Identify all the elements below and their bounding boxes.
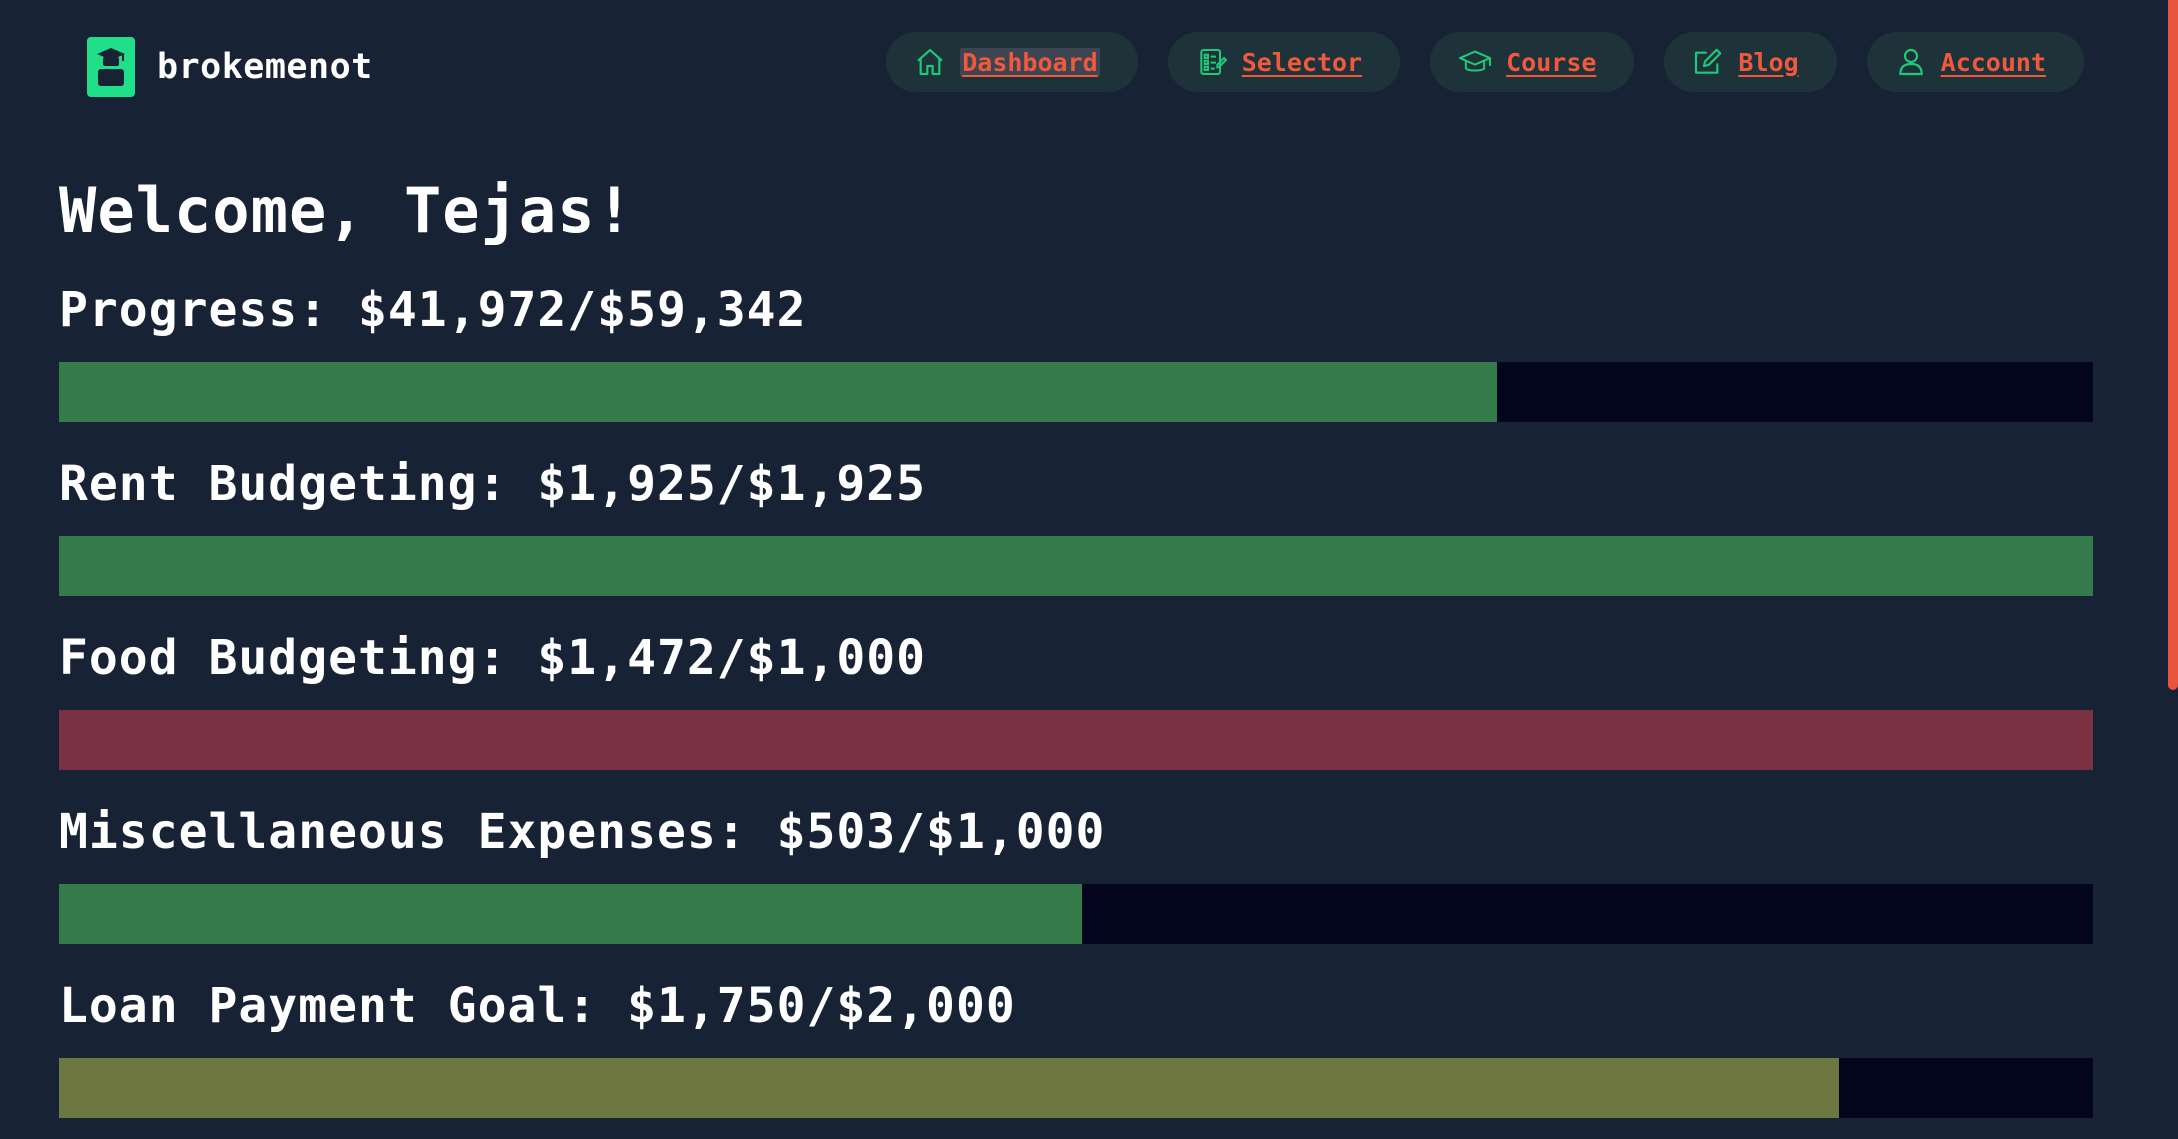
meter-fill [59, 362, 1498, 422]
food-budget-meter: Food Budgeting: $1,472/$1,000 [59, 628, 2093, 770]
nav-blog-label: Blog [1738, 47, 1799, 77]
meter-fill [59, 884, 1083, 944]
meter-label: Loan Payment Goal: $1,750/$2,000 [59, 978, 1016, 1034]
budget-meters: Progress: $41,972/$59,342 Rent Budgeting… [59, 280, 2093, 1118]
meter-track [59, 1058, 2093, 1118]
nav-selector[interactable]: Selector [1167, 32, 1401, 92]
meter-label: Food Budgeting: $1,472/$1,000 [59, 630, 927, 686]
home-icon [917, 48, 943, 76]
nav-dashboard-label: Dashboard [960, 47, 1100, 77]
graduation-cap-icon [1459, 50, 1492, 72]
meter-track [59, 710, 2093, 770]
misc-expenses-meter: Miscellaneous Expenses: $503/$1,000 [59, 802, 2093, 944]
nav-dashboard[interactable]: Dashboard [886, 32, 1138, 92]
dashboard-main: Welcome, Tejas! Progress: $41,972/$59,34… [59, 170, 2093, 1118]
graduate-logo-icon [87, 37, 135, 97]
loan-payment-meter: Loan Payment Goal: $1,750/$2,000 [59, 976, 2093, 1118]
meter-track [59, 884, 2093, 944]
edit-icon [1695, 48, 1722, 74]
meter-fill [59, 710, 2093, 770]
nav-blog[interactable]: Blog [1664, 32, 1837, 92]
meter-label: Progress: $41,972/$59,342 [59, 282, 807, 338]
brand-logo-link[interactable]: brokemenot [87, 37, 373, 97]
brand-name: brokemenot [157, 47, 373, 87]
nav-course[interactable]: Course [1430, 32, 1635, 92]
main-nav: Dashboard Selector Co [886, 32, 2084, 92]
progress-meter: Progress: $41,972/$59,342 [59, 280, 2093, 422]
nav-selector-label: Selector [1241, 47, 1363, 77]
meter-label: Miscellaneous Expenses: $503/$1,000 [59, 804, 1106, 860]
nav-account-label: Account [1940, 47, 2046, 77]
meter-fill [59, 1058, 1839, 1118]
meter-label: Rent Budgeting: $1,925/$1,925 [59, 456, 927, 512]
meter-track [59, 536, 2093, 596]
user-icon [1898, 48, 1923, 76]
scrollbar-thumb[interactable] [2168, 0, 2178, 690]
rent-budget-meter: Rent Budgeting: $1,925/$1,925 [59, 454, 2093, 596]
top-nav-bar: brokemenot Dashboard Selecto [0, 0, 2160, 130]
welcome-heading: Welcome, Tejas! [59, 174, 634, 247]
meter-track [59, 362, 2093, 422]
meter-fill [59, 536, 2093, 596]
nav-course-label: Course [1506, 47, 1597, 77]
clipboard-list-icon [1200, 49, 1228, 75]
nav-account[interactable]: Account [1866, 32, 2084, 92]
